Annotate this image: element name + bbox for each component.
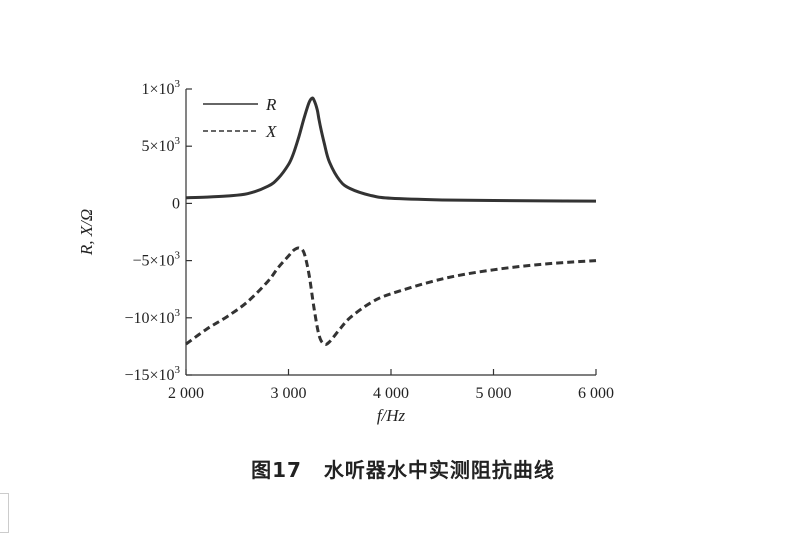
legend: RX — [203, 95, 277, 141]
legend-label-r: R — [265, 95, 277, 114]
x-tick-label: 6 000 — [578, 385, 614, 402]
x-tick-label: 5 000 — [476, 385, 512, 402]
caption-title: 水听器水中实测阻抗曲线 — [323, 458, 555, 482]
y-tick-label: 5×103 — [141, 135, 180, 155]
y-axis-label: R, X/Ω — [77, 209, 96, 256]
y-tick-label: 0 — [172, 195, 180, 212]
x-tick-label: 3 000 — [271, 385, 307, 402]
series-group — [185, 96, 597, 347]
legend-label-x: X — [265, 122, 277, 141]
series-line-x — [185, 246, 597, 347]
axis-labels: f/Hz R, X/Ω — [77, 209, 406, 425]
series-line-r — [185, 96, 597, 203]
page-edge-mark — [0, 493, 9, 533]
caption-number: 图17 — [251, 458, 302, 482]
y-tick-label: −5×103 — [132, 250, 180, 270]
y-tick-label: −10×103 — [124, 307, 180, 327]
x-tick-label: 4 000 — [373, 385, 409, 402]
y-tick-label: −15×103 — [124, 364, 180, 384]
y-tick-label: 1×103 — [141, 78, 180, 98]
x-tick-label: 2 000 — [168, 385, 204, 402]
figure-caption: 图17 水听器水中实测阻抗曲线 — [0, 454, 806, 483]
x-axis-label: f/Hz — [377, 406, 406, 425]
